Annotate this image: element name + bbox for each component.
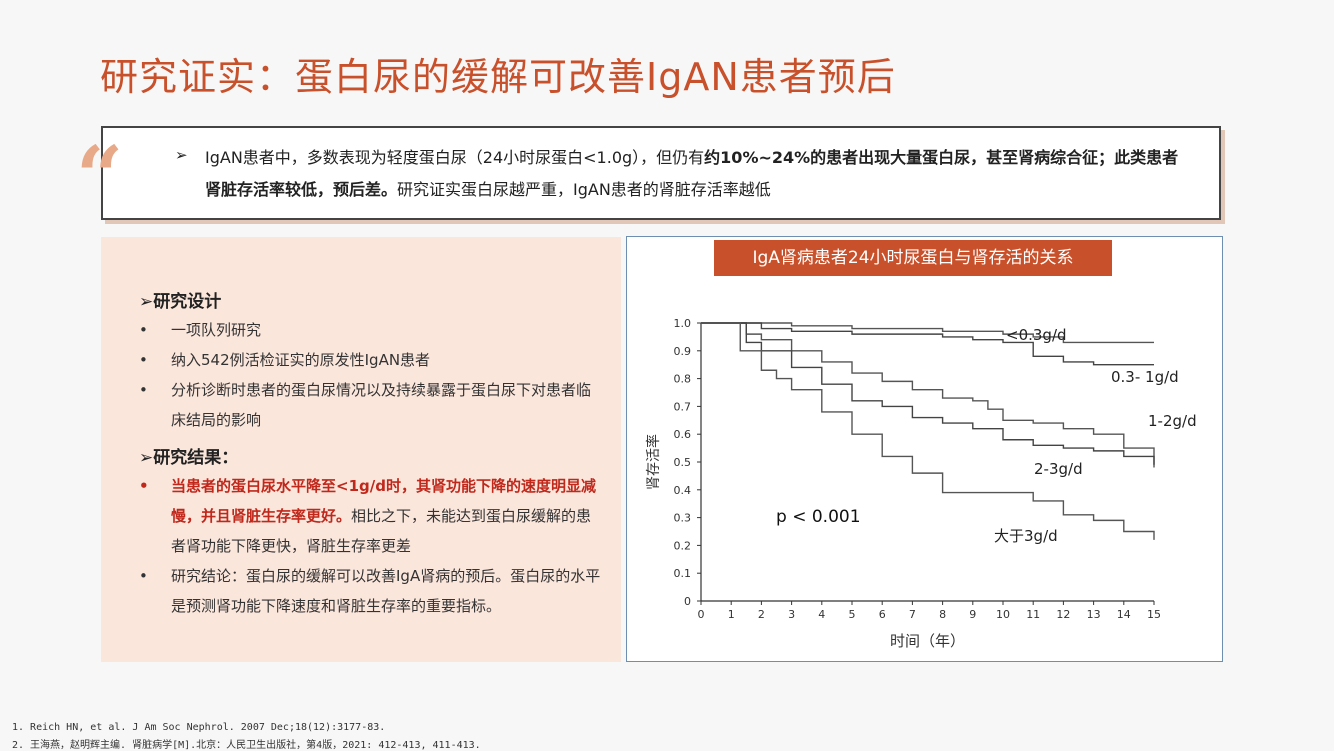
y-tick-label: 0 [684,595,691,608]
x-tick-label: 11 [1026,608,1040,621]
bullet-icon: • [139,351,148,369]
x-tick-label: 1 [728,608,735,621]
survival-chart: 00.10.20.30.40.50.60.70.80.91.00 1 2 3 4 5 6 7 8… [645,317,1197,650]
series-line [701,322,1155,540]
bullet-icon: • [139,567,148,585]
y-tick-label: 0.4 [674,484,692,497]
series-line [701,322,1154,366]
series-label: 1-2g/d [1148,412,1197,430]
y-tick-label: 0.8 [674,373,692,386]
x-tick-label: 15 [1147,608,1161,621]
y-tick-label: 0.9 [674,345,692,358]
chart-title: IgA肾病患者24小时尿蛋白与肾存活的关系 [714,240,1112,276]
x-tick-label: 6 [879,608,886,621]
result-highlight: 当患者的蛋白尿水平降至<1g/d时，其肾功能下降的速度明显减慢，并且肾脏生存率更… [171,477,596,525]
page-title: 研究证实：蛋白尿的缓解可改善IgAN患者预后 [100,55,896,99]
series-label: 0.3- 1g/d [1111,368,1179,386]
result-rest: 相比之下，未能达到蛋白尿缓解的患者肾功能下降更快，肾脏生存率更差 [171,507,592,555]
bullet-icon: • [139,381,148,399]
x-tick-label: 10 [996,608,1010,621]
y-tick-label: 0.6 [674,428,692,441]
summary-box: ➢ IgAN患者中，多数表现为轻度蛋白尿（24小时尿蛋白<1.0g），但仍有约1… [101,126,1221,220]
y-tick-label: 0.7 [674,400,692,413]
bullet-icon: • [139,321,148,339]
design-item-2: 纳入542例活检证实的原发性IgAN患者 [171,351,431,369]
summary-bold: 约10%~24%的患者出现大量蛋白尿，甚至肾病综合征；此类患者肾脏存活率较低，预… [205,148,1179,199]
series-line [701,322,1154,344]
x-tick-label: 0 [698,608,705,621]
footnote-1: 1. Reich HN, et al. J Am Soc Nephrol. 20… [12,722,386,733]
summary-part1: IgAN患者中，多数表现为轻度蛋白尿（24小时尿蛋白<1.0g），但仍有 [205,148,705,167]
series-line [701,322,1155,465]
x-axis-label: 时间（年） [890,632,965,650]
y-tick-label: 0.3 [674,512,692,525]
design-item-3: 分析诊断时患者的蛋白尿情况以及持续暴露于蛋白尿下对患者临床结局的影响 [171,381,592,429]
summary-text: IgAN患者中，多数表现为轻度蛋白尿（24小时尿蛋白<1.0g），但仍有约10%… [205,142,1190,206]
result-item-1: 当患者的蛋白尿水平降至<1g/d时，其肾功能下降的速度明显减慢，并且肾脏生存率更… [171,471,601,561]
x-tick-label: 5 [849,608,856,621]
series-line [701,322,1155,468]
quote-icon: “ [76,129,124,225]
footnote-2: 2. 王海燕，赵明辉主编. 肾脏病学[M].北京：人民卫生出版社，第4版，202… [12,740,481,751]
p-value-annotation: p < 0.001 [776,507,861,527]
series-label: 2-3g/d [1034,460,1083,478]
chart-panel [626,236,1223,662]
x-tick-label: 3 [788,608,795,621]
y-tick-label: 1.0 [674,317,692,330]
design-heading: ➢研究设计 [139,292,222,312]
y-tick-label: 0.5 [674,456,692,469]
y-tick-label: 0.1 [674,567,692,580]
y-axis-label: 肾存活率 [645,434,662,490]
x-tick-label: 4 [818,608,825,621]
series-label: 大于3g/d [994,527,1058,545]
result-item-2: 研究结论：蛋白尿的缓解可以改善IgA肾病的预后。蛋白尿的水平是预测肾功能下降速度… [171,567,601,615]
series-label: <0.3g/d [1006,326,1067,344]
x-tick-label: 12 [1056,608,1070,621]
x-tick-label: 9 [969,608,976,621]
x-tick-label: 2 [758,608,765,621]
arrow-icon: ➢ [175,146,188,164]
y-tick-label: 0.2 [674,539,692,552]
result-heading: ➢研究结果： [139,448,239,468]
x-tick-label: 13 [1087,608,1101,621]
x-tick-label: 7 [909,608,916,621]
x-tick-label: 8 [939,608,946,621]
design-item-1: 一项队列研究 [171,321,262,339]
study-panel: ➢研究设计 • 一项队列研究 • 纳入542例活检证实的原发性IgAN患者 • … [101,237,621,662]
x-tick-label: 14 [1117,608,1131,621]
bullet-icon: • [139,477,149,495]
summary-part2: 研究证实蛋白尿越严重，IgAN患者的肾脏存活率越低 [397,180,771,199]
